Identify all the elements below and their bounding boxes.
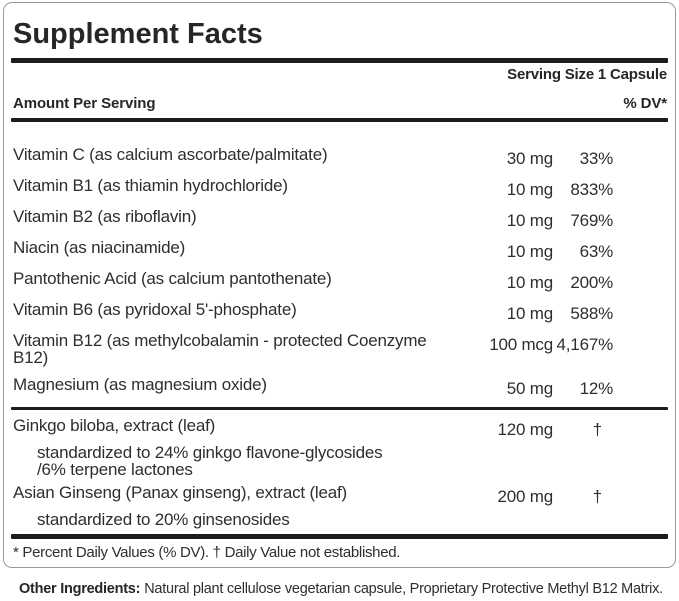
ingredient-dv-dagger: †	[592, 420, 602, 439]
rule-above-botanicals	[11, 407, 668, 410]
table-row: Magnesium (as magnesium oxide) 50 mg 12%	[11, 376, 668, 397]
ingredient-name: Niacin (as niacinamide)	[13, 238, 186, 257]
botanical-rows: Ginkgo biloba, extract (leaf) 120 mg † s…	[11, 417, 668, 528]
table-row: Pantothenic Acid (as calcium pantothenat…	[11, 270, 668, 291]
other-ingredients-label: Other Ingredients:	[19, 581, 141, 597]
ingredient-dv: 33%	[579, 149, 614, 168]
ingredient-amount: 10 mg	[506, 211, 553, 230]
table-row: Vitamin B1 (as thiamin hydrochloride) 10…	[11, 177, 668, 198]
ingredient-dv: 769%	[570, 211, 613, 230]
supplement-facts-panel: Supplement Facts Serving Size 1 Capsule …	[3, 2, 676, 568]
other-ingredients: Other Ingredients: Natural plant cellulos…	[19, 578, 664, 601]
table-row: Asian Ginseng (Panax ginseng), extract (…	[11, 484, 668, 505]
ingredient-name: Vitamin B1 (as thiamin hydrochloride)	[13, 176, 288, 195]
thick-rule-under-header	[11, 118, 668, 122]
ingredient-name: Ginkgo biloba, extract (leaf)	[13, 416, 216, 435]
ingredient-amount: 100 mcg	[489, 335, 553, 354]
ingredient-dv: 200%	[570, 273, 613, 292]
standardization-note: standardized to 20% ginsenosides	[37, 510, 290, 529]
ingredient-amount: 200 mg	[497, 487, 553, 506]
ingredient-dv: 4,167%	[556, 335, 614, 354]
serving-size: Serving Size 1 Capsule	[507, 66, 667, 83]
ingredient-amount: 10 mg	[506, 180, 553, 199]
ingredient-dv: 833%	[570, 180, 613, 199]
ingredient-amount: 120 mg	[497, 420, 553, 439]
table-row: Vitamin B2 (as riboflavin) 10 mg 769%	[11, 208, 668, 229]
ingredient-name: Vitamin B12 (as methylcobalamin - protec…	[13, 331, 427, 367]
ingredient-amount: 10 mg	[506, 242, 553, 261]
daily-value-footnote: * Percent Daily Values (% DV). † Daily V…	[13, 544, 401, 561]
table-row: Vitamin B6 (as pyridoxal 5'-phosphate) 1…	[11, 301, 668, 322]
table-row: Ginkgo biloba, extract (leaf) 120 mg †	[11, 417, 668, 438]
table-row: Vitamin C (as calcium ascorbate/palmitat…	[11, 146, 668, 167]
table-row: Niacin (as niacinamide) 10 mg 63%	[11, 239, 668, 260]
ingredient-name: Magnesium (as magnesium oxide)	[13, 375, 267, 394]
percent-dv-label: % DV*	[623, 95, 667, 112]
table-row: Vitamin B12 (as methylcobalamin - protec…	[11, 332, 668, 366]
other-ingredients-text: Natural plant cellulose vegetarian capsu…	[144, 581, 663, 597]
ingredient-amount: 30 mg	[506, 149, 553, 168]
ingredient-name: Pantothenic Acid (as calcium pantothenat…	[13, 269, 332, 288]
nutrient-rows: Vitamin C (as calcium ascorbate/palmitat…	[11, 146, 668, 397]
ingredient-name: Vitamin B6 (as pyridoxal 5'-phosphate)	[13, 300, 297, 319]
ingredient-name: Vitamin C (as calcium ascorbate/palmitat…	[13, 145, 328, 164]
ingredient-amount: 10 mg	[506, 304, 553, 323]
standardization-note: standardized to 24% ginkgo flavone-glyco…	[37, 443, 383, 479]
thick-rule-under-title	[11, 58, 668, 63]
ingredient-dv-dagger: †	[592, 487, 602, 506]
ingredient-amount: 50 mg	[506, 379, 553, 398]
ingredient-amount: 10 mg	[506, 273, 553, 292]
ingredient-dv: 63%	[579, 242, 614, 261]
ingredient-name: Vitamin B2 (as riboflavin)	[13, 207, 197, 226]
ingredient-dv: 588%	[570, 304, 613, 323]
panel-title: Supplement Facts	[13, 18, 263, 50]
ingredient-name: Asian Ginseng (Panax ginseng), extract (…	[13, 483, 348, 502]
ingredient-dv: 12%	[579, 379, 614, 398]
thick-rule-above-footnote	[11, 534, 668, 539]
column-header-row: Amount Per Serving % DV*	[11, 96, 668, 111]
amount-per-serving-label: Amount Per Serving	[13, 95, 156, 112]
